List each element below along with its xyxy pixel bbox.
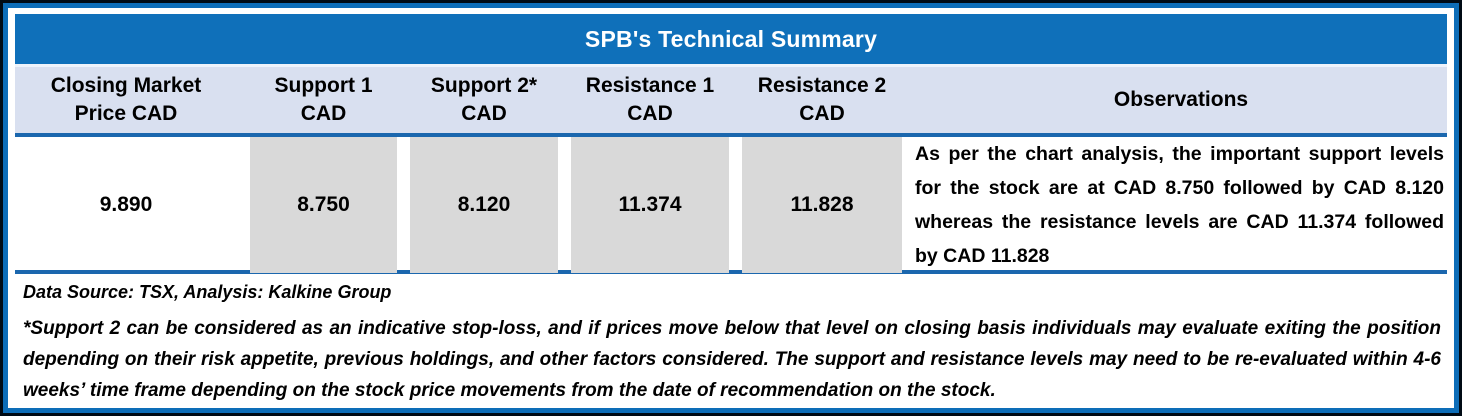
- table-header-row: Closing Market Price CAD Support 1 CAD S…: [15, 67, 1447, 137]
- column-header-label: Support 2*: [430, 74, 538, 97]
- column-header-label: Support 1: [274, 74, 373, 97]
- column-header-support-1: Support 1 CAD: [250, 67, 397, 133]
- column-header-label: Resistance 1: [585, 74, 715, 97]
- column-header-unit: CAD: [461, 102, 507, 125]
- column-header-resistance-1: Resistance 1 CAD: [571, 67, 729, 133]
- cell-closing-market-price: 9.890: [99, 193, 153, 216]
- observations-text: As per the chart analysis, the important…: [915, 143, 1444, 267]
- column-header-unit: CAD: [799, 102, 845, 125]
- table-data-row: 9.890 8.750 8.120 11.374 11.828 As per t…: [15, 137, 1447, 274]
- column-header-support-2: Support 2* CAD: [410, 67, 558, 133]
- panel-frame: SPB's Technical Summary Closing Market P…: [3, 3, 1459, 413]
- column-header-unit: Price CAD: [74, 102, 178, 125]
- column-header-closing-market-price: Closing Market Price CAD: [15, 67, 237, 133]
- column-header-label: Observations: [1113, 88, 1249, 111]
- cell-resistance-2: 11.828: [742, 137, 902, 273]
- table-title: SPB's Technical Summary: [15, 14, 1447, 67]
- column-header-resistance-2: Resistance 2 CAD: [742, 67, 902, 133]
- support-2-footnote: *Support 2 can be considered as an indic…: [23, 318, 1441, 401]
- column-header-unit: CAD: [300, 102, 347, 125]
- cell-support-2: 8.120: [410, 137, 558, 273]
- column-header-label: Closing Market: [50, 74, 202, 97]
- cell-support-1: 8.750: [250, 137, 397, 273]
- column-header-observations: Observations: [915, 67, 1447, 133]
- cell-observations: As per the chart analysis, the important…: [915, 137, 1447, 273]
- cell-resistance-1: 11.374: [571, 137, 729, 273]
- column-header-unit: CAD: [627, 102, 673, 125]
- column-header-label: Resistance 2: [757, 74, 887, 97]
- data-source-note: Data Source: TSX, Analysis: Kalkine Grou…: [23, 282, 392, 302]
